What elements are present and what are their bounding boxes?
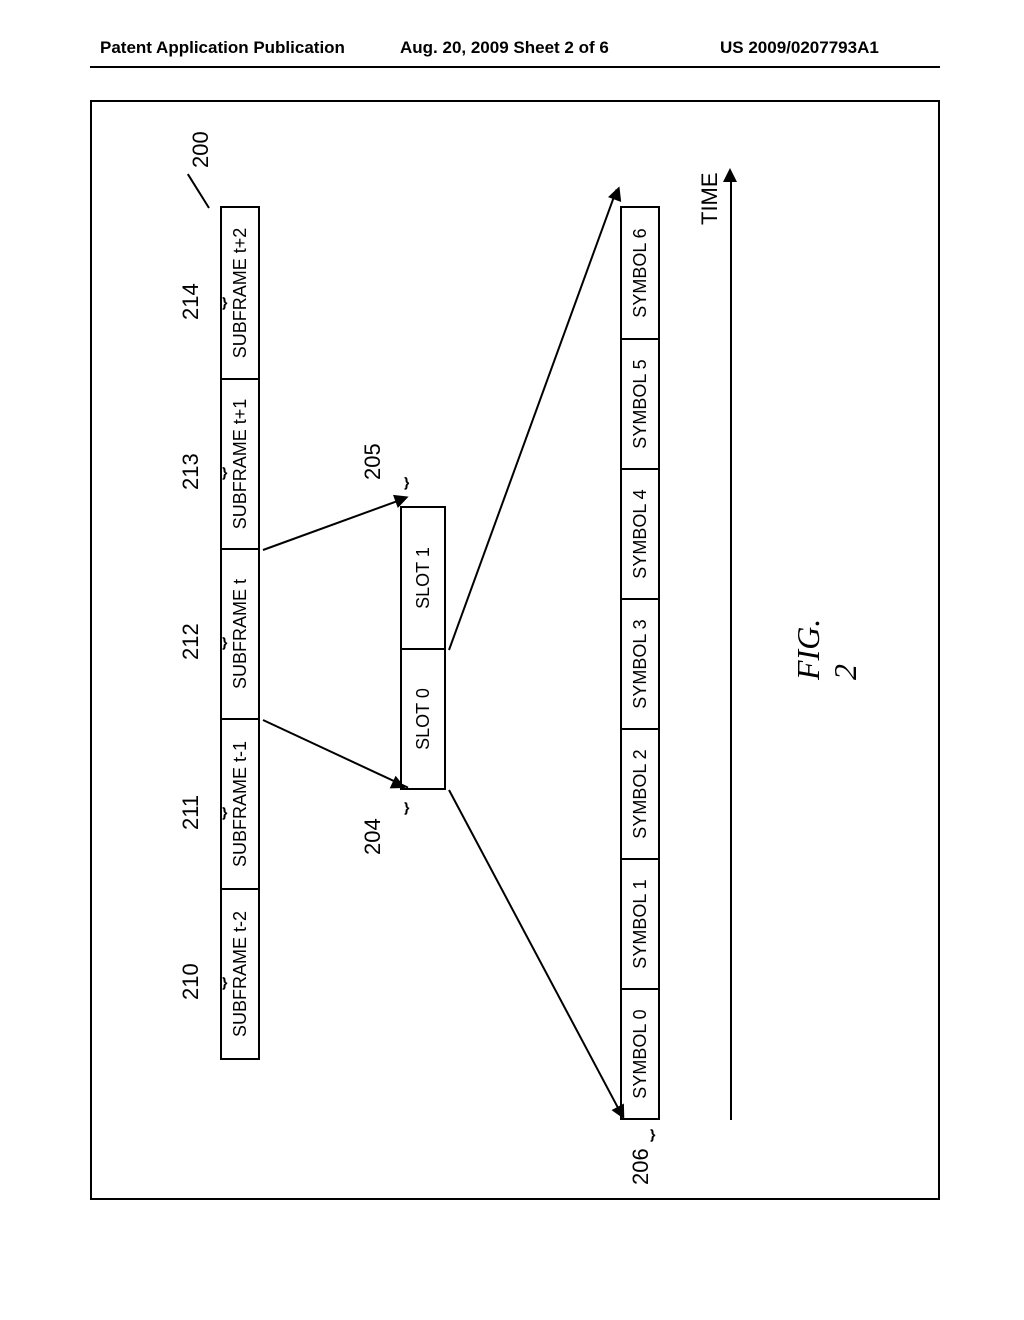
time-axis	[730, 180, 732, 1120]
ref-206: 206	[628, 1148, 654, 1185]
header-mid: Aug. 20, 2009 Sheet 2 of 6	[400, 38, 609, 58]
symbol-cell: SYMBOL 3	[622, 598, 658, 728]
symbol-row: SYMBOL 0 SYMBOL 1 SYMBOL 2 SYMBOL 3 SYMB…	[620, 206, 660, 1120]
subframe-cell: SUBFRAME t-2	[222, 888, 258, 1058]
subframe-cell: SUBFRAME t+1	[222, 378, 258, 548]
symbol-cell: SYMBOL 4	[622, 468, 658, 598]
symbol-cell: SYMBOL 2	[622, 728, 658, 858]
slot-cell: SLOT 1	[402, 508, 444, 648]
page: Patent Application Publication Aug. 20, …	[0, 0, 1024, 1320]
subframe-cell: SUBFRAME t-1	[222, 718, 258, 888]
header-left: Patent Application Publication	[100, 38, 345, 58]
symbol-cell: SYMBOL 1	[622, 858, 658, 988]
slot-row: SLOT 0 SLOT 1	[400, 506, 446, 790]
symbol-cell: SYMBOL 0	[622, 988, 658, 1118]
ref-204: 204	[360, 818, 386, 855]
subframe-cell: SUBFRAME t+2	[222, 208, 258, 378]
curl-205: ⏟	[382, 477, 408, 490]
ref-200: 200	[188, 131, 214, 168]
header-rule	[90, 66, 940, 68]
figure-caption: FIG. 2	[790, 619, 864, 680]
ref-205: 205	[360, 443, 386, 480]
curl-204: ⏟	[382, 802, 408, 815]
curl-206: ⏟	[628, 1129, 654, 1142]
subframe-cell: SUBFRAME t	[222, 548, 258, 718]
slot-cell: SLOT 0	[402, 648, 444, 788]
header-right: US 2009/0207793A1	[720, 38, 879, 58]
symbol-cell: SYMBOL 6	[622, 208, 658, 338]
subframe-row: SUBFRAME t-2 SUBFRAME t-1 SUBFRAME t SUB…	[220, 206, 260, 1060]
time-axis-arrow	[723, 168, 737, 182]
symbol-cell: SYMBOL 5	[622, 338, 658, 468]
time-label: TIME	[697, 172, 723, 225]
